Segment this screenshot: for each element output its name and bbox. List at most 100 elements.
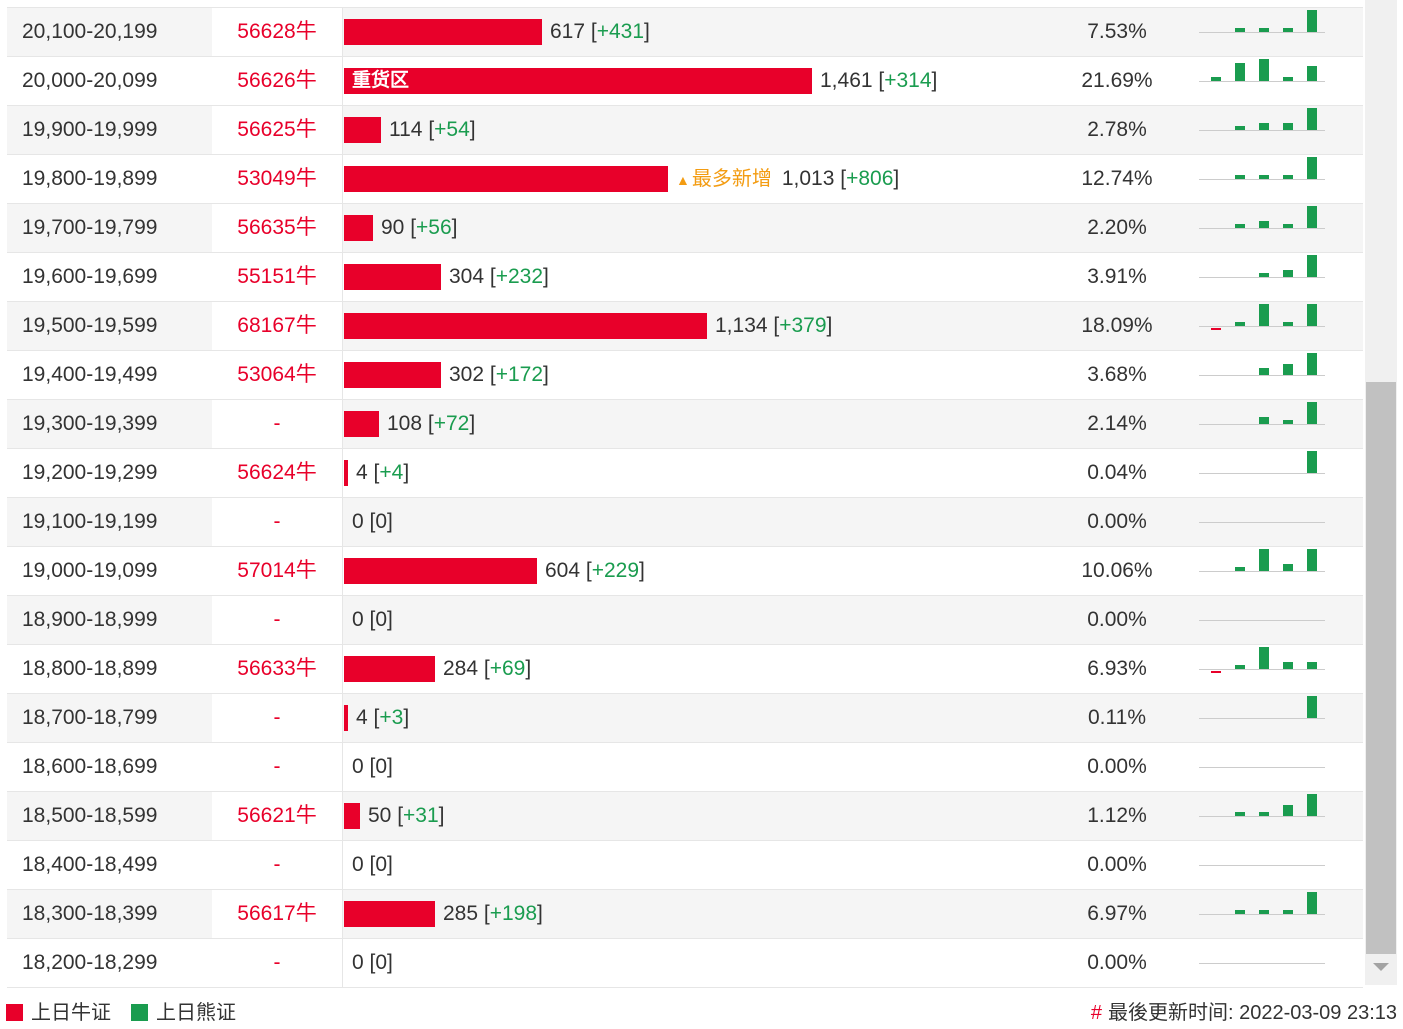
table-row[interactable]: 19,000-19,099 57014牛 604 [+229] 10.06%	[7, 547, 1363, 596]
history-sparkline	[1199, 696, 1325, 719]
volume-bar	[344, 19, 542, 45]
table-row[interactable]: 18,300-18,399 56617牛 285 [+198] 6.97%	[7, 890, 1363, 939]
volume-info: 0 [0]	[352, 951, 393, 974]
table-row[interactable]: 19,300-19,399 - 108 [+72] 2.14%	[7, 400, 1363, 449]
volume-info: 1,461 [+314]	[820, 69, 938, 92]
warrant-code[interactable]: 56626牛	[237, 69, 317, 92]
sparkline-bar	[1259, 647, 1269, 669]
volume-change: +314	[884, 69, 932, 92]
warrant-code: -	[212, 498, 342, 546]
table-row[interactable]: 18,700-18,799 -4 [+3] 0.11%	[7, 694, 1363, 743]
volume-info: 4 [+3]	[356, 706, 410, 729]
volume-change: +56	[416, 216, 452, 239]
warrant-code[interactable]: 68167牛	[212, 302, 342, 350]
percentage: 21.69%	[1081, 69, 1153, 92]
sparkline-bar	[1259, 304, 1269, 326]
scroll-down-arrow-icon[interactable]	[1373, 963, 1389, 971]
warrant-code[interactable]: 56617牛	[212, 890, 342, 938]
table-row[interactable]: 18,500-18,599 56621牛 50 [+31] 1.12%	[7, 792, 1363, 841]
table-row[interactable]: 19,200-19,299 56624牛 4 [+4] 0.04%	[7, 449, 1363, 498]
table-row[interactable]: 19,600-19,699 55151牛 304 [+232] 3.91%	[7, 253, 1363, 302]
vertical-scrollbar[interactable]	[1365, 0, 1397, 985]
volume-info: 0 [0]	[352, 755, 393, 778]
volume-bar	[344, 656, 435, 682]
volume-change: +431	[596, 20, 645, 43]
volume-change: +72	[433, 412, 470, 435]
price-range: 18,600-18,699	[22, 755, 158, 778]
volume-bar-cell: 0 [0]	[342, 939, 1063, 987]
price-range: 19,600-19,699	[22, 265, 158, 288]
volume-bar-cell: 1,134 [+379]	[342, 302, 1063, 350]
price-range: 19,200-19,299	[22, 461, 158, 484]
history-sparkline	[1199, 865, 1325, 866]
table-row[interactable]: 20,000-20,099 56626牛 重货区 1,461 [+314] 21.69%	[7, 57, 1363, 106]
sparkline-bar	[1259, 59, 1269, 81]
volume-info: 90 [+56]	[381, 216, 458, 239]
sparkline-bar	[1307, 402, 1317, 424]
volume-bar	[344, 460, 348, 486]
volume-count: 284	[443, 657, 479, 680]
sparkline-bar	[1307, 353, 1317, 375]
volume-bar-cell: 90 [+56]	[342, 204, 1063, 252]
volume-info: 0 [0]	[352, 510, 393, 533]
sparkline-bar	[1259, 28, 1269, 32]
volume-bar	[344, 901, 435, 927]
scrollbar-thumb[interactable]	[1366, 382, 1396, 954]
warrant-code[interactable]: 56633牛	[237, 657, 317, 680]
volume-bar	[344, 362, 441, 388]
percentage: 6.97%	[1087, 902, 1147, 925]
volume-bar	[344, 803, 360, 829]
table-row[interactable]: 19,100-19,199 -0 [0] 0.00%	[7, 498, 1363, 547]
table-row[interactable]: 19,700-19,799 56635牛 90 [+56] 2.20%	[7, 204, 1363, 253]
table-row[interactable]: 19,400-19,499 53064牛 302 [+172] 3.68%	[7, 351, 1363, 400]
volume-bar: 重货区	[344, 68, 812, 94]
warrant-code[interactable]: 56635牛	[212, 204, 342, 252]
volume-count: 285	[443, 902, 479, 925]
price-range: 20,000-20,099	[22, 69, 158, 92]
sparkline-bar	[1307, 696, 1317, 718]
up-triangle-icon: ▲	[676, 172, 690, 188]
price-range: 20,100-20,199	[22, 20, 158, 43]
volume-bar	[344, 313, 707, 339]
table-row[interactable]: 19,800-19,899 53049牛 ▲ 最多新增 1,013 [+806] 12.7…	[7, 155, 1363, 204]
table-row[interactable]: 19,900-19,999 56625牛 114 [+54] 2.78%	[7, 106, 1363, 155]
warrant-code[interactable]: 56621牛	[212, 792, 342, 840]
percentage: 2.20%	[1087, 216, 1147, 239]
sparkline-bar	[1211, 671, 1221, 673]
volume-info: ▲ 最多新增 1,013 [+806]	[676, 167, 900, 190]
sparkline-bar	[1235, 567, 1245, 571]
volume-change: +31	[403, 804, 439, 827]
percentage: 7.53%	[1087, 20, 1147, 43]
table-row[interactable]: 18,200-18,299 - 0 [0] 0.00%	[7, 939, 1363, 988]
table-row[interactable]: 18,600-18,699 - 0 [0] 0.00%	[7, 743, 1363, 792]
percentage: 6.93%	[1087, 657, 1147, 680]
volume-change: +806	[846, 167, 894, 190]
volume-count: 1,461	[820, 69, 873, 92]
percentage: 18.09%	[1081, 314, 1153, 337]
table-row[interactable]: 18,800-18,899 56633牛 284 [+69] 6.93%	[7, 645, 1363, 694]
sparkline-bar	[1283, 805, 1293, 816]
sparkline-bar	[1259, 417, 1269, 424]
warrant-code[interactable]: 53049牛	[237, 167, 317, 190]
sparkline-bar	[1307, 451, 1317, 473]
table-row[interactable]: 18,900-18,999 -0 [0] 0.00%	[7, 596, 1363, 645]
volume-change: 0	[375, 951, 388, 974]
sparkline-bar	[1259, 812, 1269, 816]
sparkline-bar	[1211, 77, 1221, 81]
history-sparkline	[1199, 620, 1325, 621]
table-row[interactable]: 18,400-18,499 - 0 [0] 0.00%	[7, 841, 1363, 890]
table-row[interactable]: 20,100-20,199 56628牛 617 [+431] 7.53%	[7, 8, 1363, 57]
warrant-code[interactable]: 56628牛	[212, 8, 342, 56]
sparkline-bar	[1307, 10, 1317, 32]
warrant-code[interactable]: 57014牛	[237, 559, 317, 582]
history-sparkline	[1199, 647, 1325, 673]
warrant-code[interactable]: 56624牛	[237, 461, 317, 484]
table-row[interactable]: 19,500-19,599 68167牛 1,134 [+379] 18.09%	[7, 302, 1363, 351]
warrant-code[interactable]: 56625牛	[212, 106, 342, 154]
percentage: 0.00%	[1087, 608, 1147, 631]
sparkline-bar	[1235, 812, 1245, 816]
bull-swatch-icon	[6, 1004, 23, 1021]
warrant-code[interactable]: 55151牛	[237, 265, 317, 288]
warrant-code[interactable]: 53064牛	[237, 363, 317, 386]
volume-info: 50 [+31]	[368, 804, 445, 827]
